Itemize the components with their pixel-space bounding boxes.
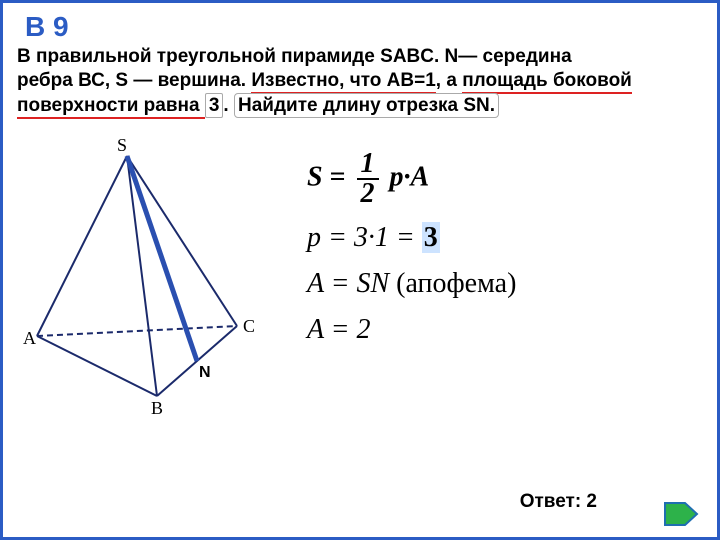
problem-line2c: , а: [436, 70, 462, 91]
given-ab: Известно, что AB=1: [251, 70, 435, 94]
label-s: S: [117, 136, 127, 155]
f1-eq: =: [330, 162, 353, 193]
edge-sa: [37, 156, 127, 336]
formula-area: S = 1 2 p·A: [307, 150, 703, 208]
problem-line2a: ребра ВС, S — вершина.: [17, 70, 251, 91]
formula-perimeter: p = 3·1 = 3: [307, 222, 703, 254]
question-box: Найдите длину отрезка SN.: [234, 93, 499, 119]
f2-lhs: p = 3·1 =: [307, 222, 422, 253]
label-b: B: [151, 398, 163, 416]
f2-val: 3: [422, 222, 440, 253]
problem-line1: В правильной треугольной пирамиде SABC. …: [17, 46, 572, 67]
given-area1: площадь боковой: [462, 70, 632, 94]
edge-ab: [37, 336, 157, 396]
problem-line3b: .: [223, 95, 234, 116]
given-area2: поверхности равна: [17, 95, 205, 119]
edge-ac: [37, 326, 237, 336]
f1-rhs: p·A: [390, 162, 430, 193]
next-arrow-icon[interactable]: [663, 501, 699, 527]
label-a: A: [23, 328, 36, 348]
f1-den: 2: [357, 180, 379, 208]
f3-a: A = SN: [307, 268, 396, 299]
formula-apothem-def: A = SN (апофема): [307, 268, 703, 300]
f1-lhs: S: [307, 162, 323, 193]
pyramid-figure: S A B C N: [17, 136, 287, 421]
answer: Ответ: 2: [520, 491, 597, 513]
f1-num: 1: [357, 150, 379, 180]
label-c: C: [243, 316, 255, 336]
label-n: N: [199, 364, 211, 382]
edge-sc: [127, 156, 237, 326]
edge-sb: [127, 156, 157, 396]
task-label: В 9: [25, 11, 703, 43]
formula-apothem-val: A = 2: [307, 314, 703, 346]
boxed-area-value: 3: [205, 93, 224, 119]
solution: S = 1 2 p·A p = 3·1 = 3 A = SN (апофема)…: [287, 136, 703, 421]
f3-b: (апофема): [396, 268, 516, 299]
problem-text: В правильной треугольной пирамиде SABC. …: [17, 45, 703, 118]
